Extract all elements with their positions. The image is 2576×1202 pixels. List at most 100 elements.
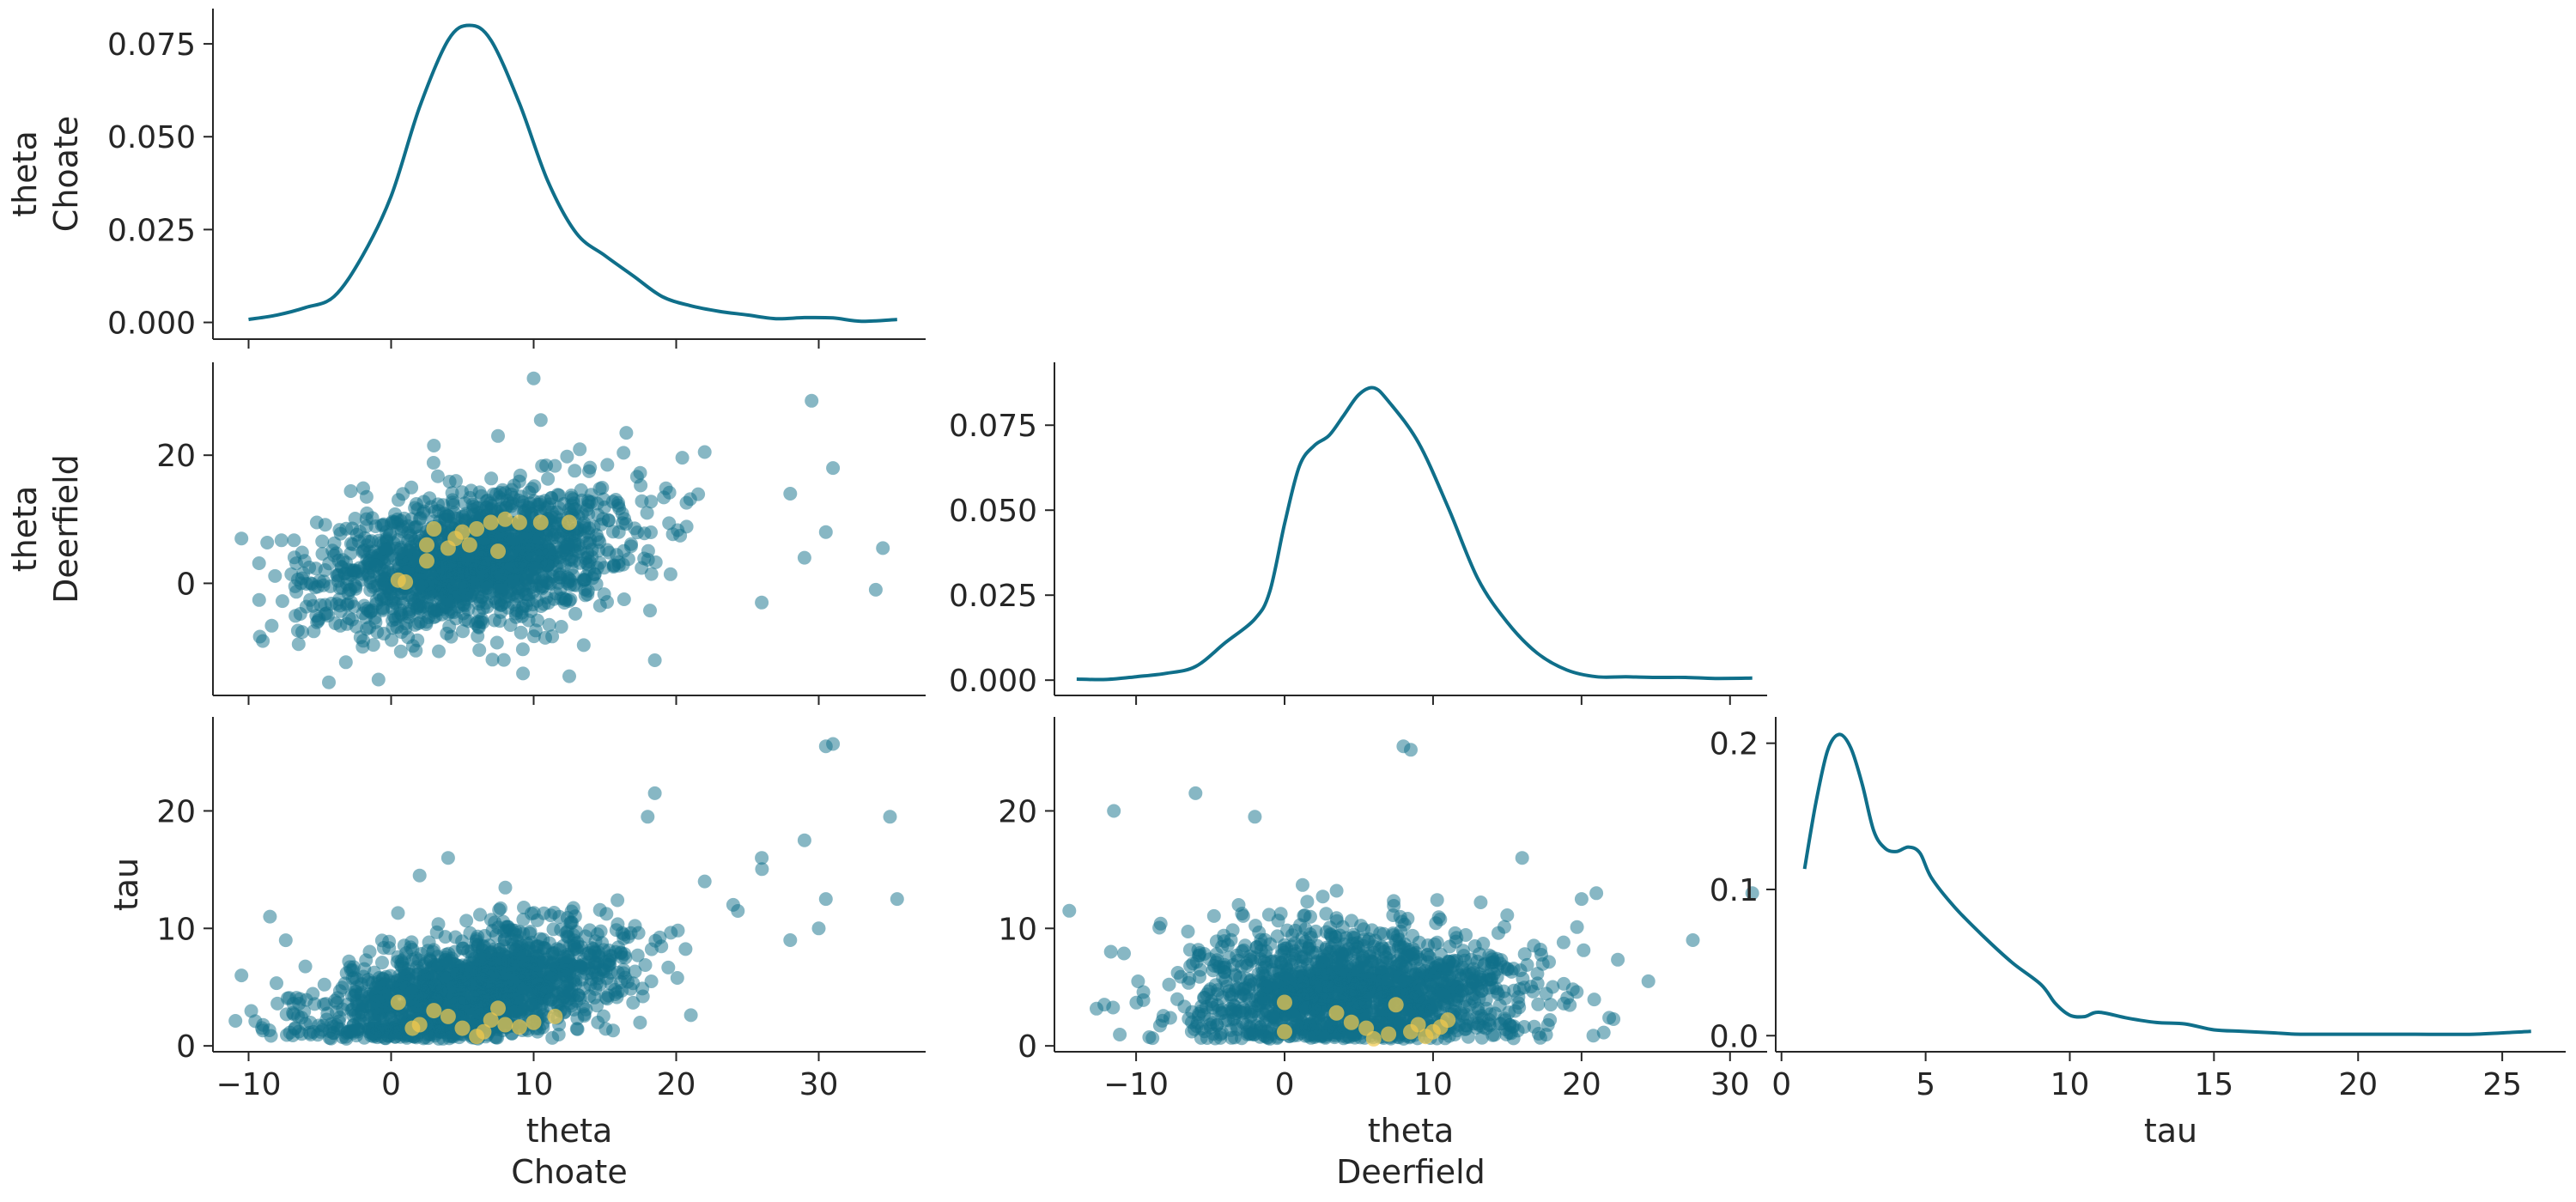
scatter-point	[596, 1009, 611, 1023]
y-axis-label: theta	[6, 486, 44, 573]
scatter-point	[665, 527, 680, 542]
scatter-point	[426, 944, 440, 959]
scatter-point	[252, 556, 266, 570]
scatter-point	[628, 964, 642, 979]
scatter-point	[1542, 955, 1556, 969]
kde-theta-deerfield-plot-area	[1076, 385, 1753, 682]
divergence-point	[411, 1017, 428, 1033]
scatter-point	[474, 489, 489, 503]
y-tick-label: 10	[998, 912, 1037, 947]
scatter-point	[1136, 985, 1151, 999]
scatter-point	[647, 653, 662, 667]
divergence-point	[461, 537, 477, 553]
scatter-point	[611, 917, 625, 932]
scatter-point	[629, 470, 644, 484]
scatter-point	[630, 948, 645, 962]
scatter-point	[492, 902, 507, 917]
scatter-point	[1404, 989, 1419, 1004]
scatter-point	[408, 617, 422, 632]
scatter-point	[1327, 964, 1341, 979]
scatter-point	[1387, 894, 1401, 908]
scatter-point	[577, 1009, 592, 1023]
scatter-point	[1430, 893, 1444, 908]
scatter-point	[1209, 947, 1224, 962]
scatter-point	[427, 604, 441, 619]
scatter-point	[330, 1005, 343, 1019]
scatter-point	[439, 513, 453, 527]
scatter-point	[303, 592, 318, 607]
scatter-point	[343, 484, 358, 498]
scatter-point	[538, 630, 552, 645]
scatter-point	[1294, 938, 1309, 953]
scatter-point	[330, 568, 344, 582]
scatter-point	[557, 558, 572, 573]
scatter-point	[394, 625, 409, 640]
scatter-point	[1107, 804, 1121, 818]
scatter-point	[573, 555, 587, 570]
scatter-point	[1253, 1029, 1267, 1044]
scatter-point	[471, 1005, 485, 1020]
scatter-point	[601, 513, 616, 527]
scatter-point	[554, 620, 568, 634]
divergence-point	[1277, 1023, 1292, 1040]
x-tick-label: 5	[1916, 1067, 1935, 1102]
scatter-point	[525, 907, 538, 921]
divergence-point	[497, 511, 513, 527]
scatter-point	[484, 471, 499, 486]
scatter-point	[543, 993, 557, 1007]
scatter-point	[374, 1020, 388, 1035]
y-tick-label: 10	[156, 912, 196, 947]
scatter-point	[475, 952, 489, 967]
scatter-point	[557, 596, 572, 610]
scatter-point	[631, 926, 646, 940]
scatter-point	[1237, 987, 1251, 1002]
scatter-point	[391, 906, 405, 920]
scatter-point	[1459, 928, 1473, 942]
scatter-point	[377, 627, 391, 640]
scatter-point	[1236, 908, 1250, 923]
scatter-point	[514, 555, 528, 569]
scatter-point	[349, 985, 363, 999]
scatter-point	[473, 908, 487, 922]
scatter-point	[1427, 937, 1442, 951]
scatter-point	[755, 862, 769, 877]
scatter-point	[386, 613, 400, 628]
scatter-point	[363, 604, 378, 618]
scatter-point	[590, 561, 605, 575]
scatter-point	[332, 592, 347, 607]
scatter-point	[1421, 955, 1436, 969]
scatter-point	[876, 541, 890, 555]
scatter-point	[489, 952, 504, 967]
scatter-point	[318, 563, 332, 577]
scatter-point	[513, 1005, 527, 1019]
scatter-point	[726, 897, 740, 912]
x-tick-label: 0	[1771, 1067, 1791, 1102]
scatter-point	[493, 614, 507, 628]
scatter-point	[1188, 1022, 1201, 1036]
scatter-point	[371, 672, 386, 687]
scatter-point	[1491, 986, 1505, 1001]
scatter-point	[617, 592, 631, 606]
scatter-point	[675, 451, 690, 465]
divergence-point	[511, 514, 527, 531]
divergence-point	[390, 994, 406, 1011]
scatter-point	[1506, 962, 1521, 976]
x-tick-label: 20	[1562, 1067, 1601, 1102]
scatter-point	[356, 481, 370, 495]
scatter-point	[568, 464, 582, 478]
divergence-point	[1381, 1026, 1397, 1042]
y-tick-label: 20	[156, 439, 196, 474]
scatter-point	[678, 942, 693, 956]
scatter-point	[1319, 907, 1334, 921]
y-tick-label: 20	[998, 794, 1037, 829]
scatter-point	[1231, 898, 1246, 912]
scatter-point	[1467, 994, 1482, 1009]
scatter-point	[289, 585, 304, 599]
scatter-point	[1321, 1020, 1336, 1035]
scatter-point	[644, 567, 659, 581]
scatter-point	[1315, 1005, 1329, 1020]
scatter-point	[472, 556, 487, 571]
scatter-point	[1345, 982, 1359, 997]
